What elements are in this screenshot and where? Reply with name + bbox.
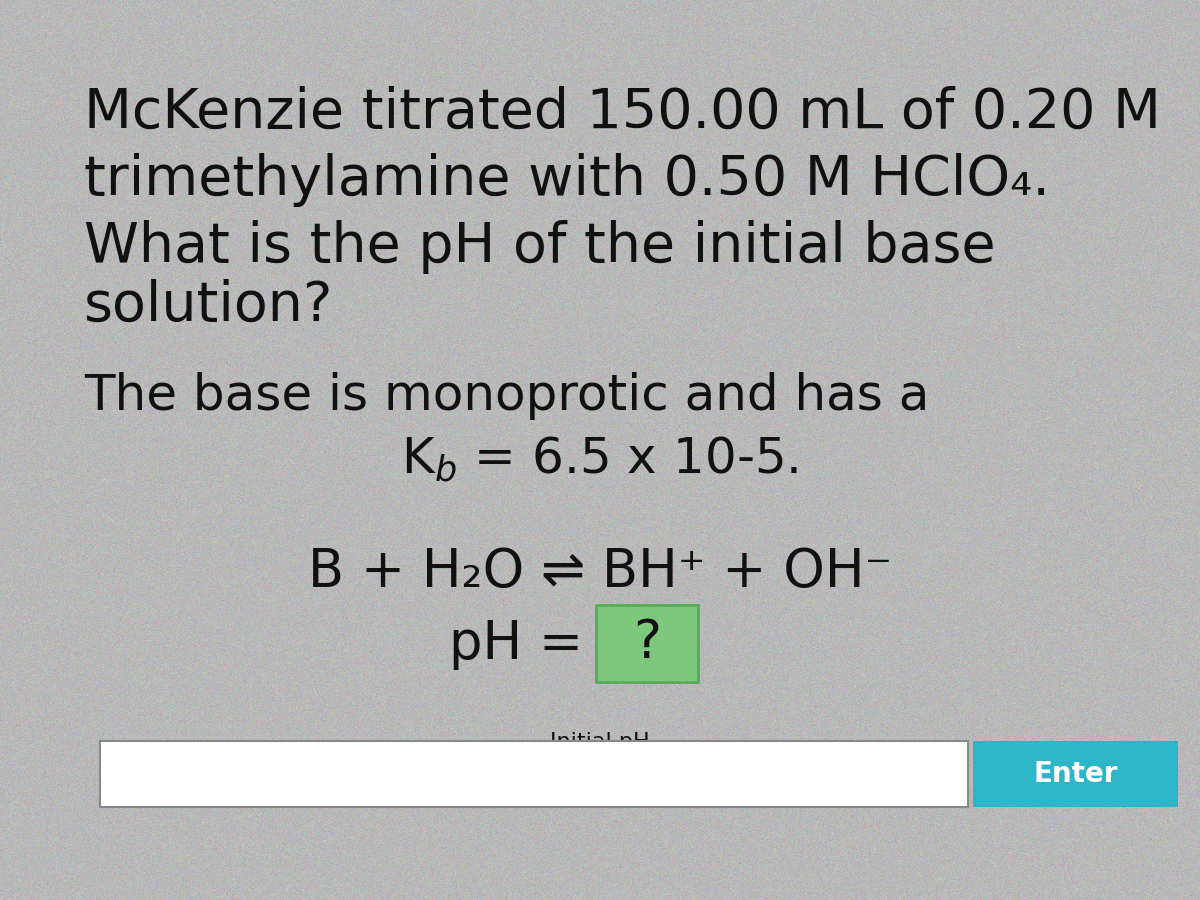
Text: solution?: solution? [84,279,334,333]
Text: K$_b$ = 6.5 x 10-5.: K$_b$ = 6.5 x 10-5. [401,435,799,483]
Text: trimethylamine with 0.50 M HClO₄.: trimethylamine with 0.50 M HClO₄. [84,153,1050,207]
Text: Initial pH: Initial pH [550,733,650,752]
Text: ?: ? [634,617,661,670]
Text: The base is monoprotic and has a: The base is monoprotic and has a [84,372,929,420]
Text: What is the pH of the initial base: What is the pH of the initial base [84,220,996,274]
Text: Enter: Enter [1033,760,1118,788]
FancyBboxPatch shape [100,741,968,807]
Text: B + H₂O ⇌ BH⁺ + OH⁻: B + H₂O ⇌ BH⁺ + OH⁻ [308,545,892,598]
Text: pH =: pH = [449,617,600,670]
Text: McKenzie titrated 150.00 mL of 0.20 M: McKenzie titrated 150.00 mL of 0.20 M [84,86,1160,140]
FancyBboxPatch shape [596,606,698,682]
FancyBboxPatch shape [973,741,1178,807]
